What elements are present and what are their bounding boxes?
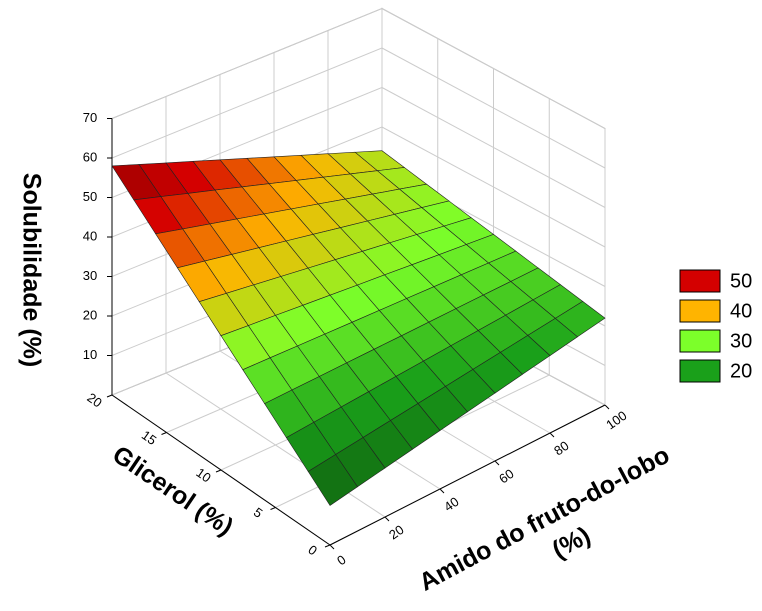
y-tick-label: 20 bbox=[84, 390, 104, 411]
grid-line bbox=[381, 47, 606, 169]
tick-mark bbox=[161, 432, 167, 435]
y-tick-label: 15 bbox=[139, 427, 159, 448]
legend-swatch bbox=[679, 269, 721, 293]
legend-label: 40 bbox=[730, 300, 752, 322]
axis-line bbox=[111, 394, 331, 546]
tick-mark bbox=[439, 488, 445, 494]
tick-mark bbox=[329, 544, 335, 550]
legend-swatch bbox=[679, 359, 721, 383]
y-tick-label: 5 bbox=[251, 504, 266, 520]
y-tick-label: 10 bbox=[193, 465, 213, 486]
axis-line bbox=[329, 404, 606, 546]
z-tick-label: 40 bbox=[83, 228, 97, 243]
legend-swatch bbox=[679, 329, 721, 353]
z-tick-label: 60 bbox=[83, 149, 97, 164]
legend: 50 40 30 20 bbox=[679, 269, 752, 383]
x-tick-label: 100 bbox=[603, 408, 629, 433]
z-axis-label: Solubilidade (%) bbox=[17, 173, 45, 367]
z-tick-label: 70 bbox=[83, 110, 97, 125]
x-tick-label: 0 bbox=[334, 552, 349, 568]
z-tick-label: 50 bbox=[83, 189, 97, 204]
grid-line bbox=[381, 126, 606, 248]
tick-mark bbox=[215, 469, 222, 473]
z-tick-label: 30 bbox=[83, 268, 97, 283]
tick-mark bbox=[494, 460, 500, 466]
tick-mark bbox=[604, 404, 610, 410]
x-tick-label: 60 bbox=[496, 466, 516, 487]
grid-line bbox=[111, 8, 383, 119]
z-tick-label: 10 bbox=[83, 347, 97, 362]
tick-mark bbox=[324, 544, 331, 548]
legend-label: 30 bbox=[730, 330, 752, 352]
grid-line bbox=[111, 47, 383, 159]
legend-label: 20 bbox=[730, 360, 752, 382]
legend-swatch bbox=[679, 299, 721, 323]
surface-cell bbox=[307, 454, 358, 506]
tick-mark bbox=[106, 394, 113, 398]
grid-line bbox=[381, 87, 606, 208]
legend-label: 50 bbox=[730, 270, 752, 292]
tick-mark bbox=[270, 507, 276, 510]
x-tick-label: 20 bbox=[386, 522, 406, 543]
x-tick-label: 40 bbox=[441, 494, 461, 515]
tick-mark bbox=[549, 432, 555, 438]
tick-mark bbox=[384, 516, 390, 522]
surface bbox=[111, 150, 606, 506]
y-tick-label: 0 bbox=[305, 542, 320, 558]
x-tick-label: 80 bbox=[551, 438, 571, 459]
grid-line bbox=[381, 8, 606, 129]
z-tick-label: 20 bbox=[83, 307, 97, 322]
